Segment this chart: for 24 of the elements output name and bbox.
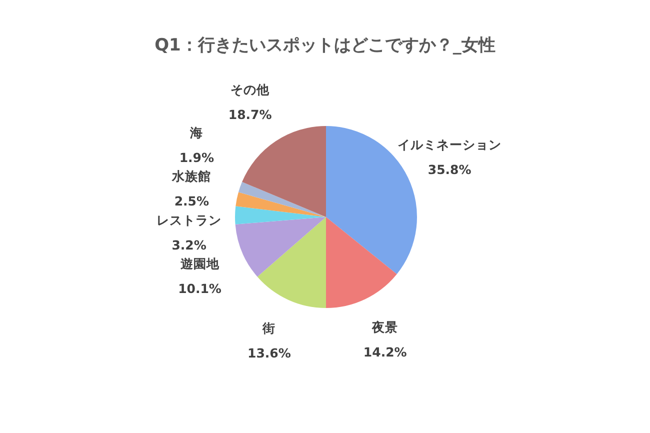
chart-title: Q1：行きたいスポットはどこですか？_女性 bbox=[154, 36, 496, 56]
data-label: 13.6% bbox=[248, 346, 292, 361]
data-label: 14.2% bbox=[363, 344, 408, 360]
slice-label: その他 bbox=[230, 82, 271, 97]
data-label: 1.9% bbox=[179, 150, 214, 166]
slice-label: 海 bbox=[189, 125, 204, 140]
slice-label: イルミネーション bbox=[398, 136, 502, 152]
data-label: 2.5% bbox=[174, 194, 210, 209]
slice-label: 街 bbox=[262, 320, 276, 336]
data-label: 10.1% bbox=[178, 280, 222, 296]
slice-label: 水族館 bbox=[171, 168, 212, 184]
pie-slice bbox=[236, 192, 326, 217]
data-label: 35.8% bbox=[428, 162, 472, 177]
pie-slice bbox=[235, 206, 326, 224]
pie-slice bbox=[238, 182, 326, 217]
slice-label: 夜景 bbox=[371, 320, 398, 335]
slice-label: 遊園地 bbox=[180, 256, 220, 271]
pie-slice bbox=[235, 217, 326, 277]
slice-label: レストラン bbox=[156, 212, 222, 228]
data-label: 18.7% bbox=[228, 106, 272, 122]
data-label: 3.2% bbox=[172, 237, 207, 252]
pie-slice bbox=[242, 126, 326, 217]
pie-slice bbox=[257, 217, 326, 308]
pie-slice bbox=[326, 217, 397, 308]
